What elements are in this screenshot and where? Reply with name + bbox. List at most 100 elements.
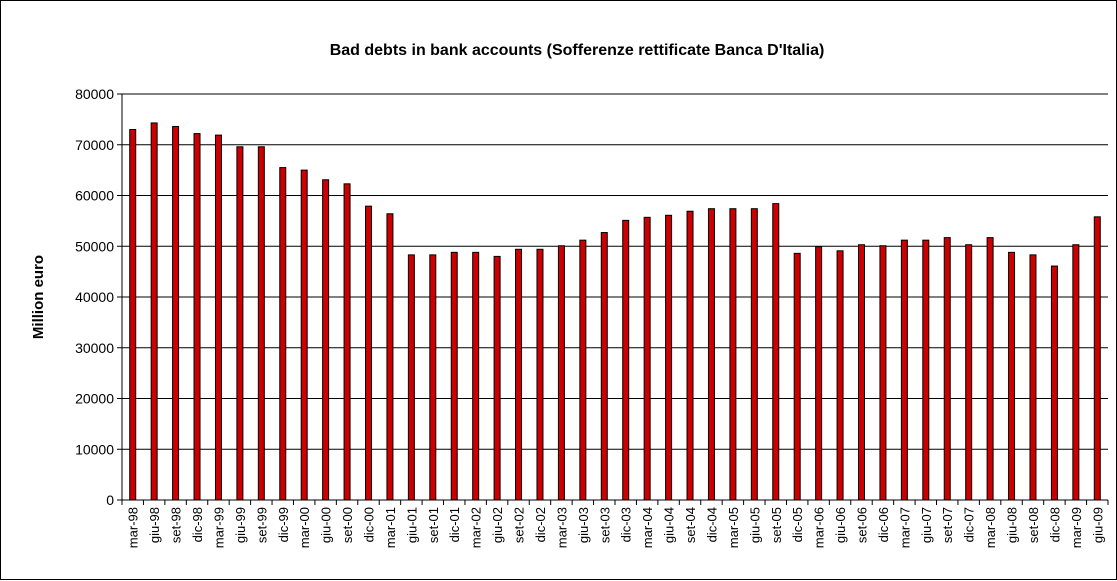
bar-set-00 bbox=[343, 183, 351, 501]
x-tick-label: mar-98 bbox=[126, 507, 141, 548]
bar-dic-03 bbox=[622, 219, 630, 501]
bar-dic-08 bbox=[1050, 265, 1058, 501]
x-tick-label: giu-08 bbox=[1005, 507, 1020, 543]
x-tick-label: set-00 bbox=[340, 507, 355, 543]
x-tick-label: dic-98 bbox=[190, 507, 205, 542]
bar-dic-01 bbox=[450, 251, 458, 501]
x-tick-label: dic-00 bbox=[362, 507, 377, 542]
x-tick-label: mar-01 bbox=[383, 507, 398, 548]
x-tick-label: dic-99 bbox=[276, 507, 291, 542]
bar-set-98 bbox=[172, 125, 180, 501]
bar-set-05 bbox=[772, 203, 780, 501]
y-tick-label: 10000 bbox=[75, 441, 114, 457]
bar-mar-02 bbox=[472, 251, 480, 501]
gridlines bbox=[122, 93, 1108, 450]
y-tick-labels: 0 10000 20000 30000 40000 50000 60000 70000 8000… bbox=[75, 86, 114, 508]
chart-title: Bad debts in bank accounts (Sofferenze r… bbox=[330, 42, 825, 59]
x-tick-label: giu-00 bbox=[319, 507, 334, 543]
bar-dic-07 bbox=[965, 244, 973, 501]
x-tick-label: giu-09 bbox=[1090, 507, 1105, 543]
bars bbox=[129, 122, 1101, 501]
x-tick-label: set-08 bbox=[1026, 507, 1041, 543]
bar-giu-01 bbox=[407, 254, 415, 501]
bar-giu-07 bbox=[922, 239, 930, 501]
x-tick-label: giu-99 bbox=[233, 507, 248, 543]
bar-mar-05 bbox=[729, 208, 737, 501]
bar-dic-02 bbox=[536, 248, 544, 501]
x-tick-label: giu-98 bbox=[147, 507, 162, 543]
bar-dic-99 bbox=[279, 167, 287, 501]
x-tick-label: mar-08 bbox=[983, 507, 998, 548]
x-tick-label: dic-03 bbox=[619, 507, 634, 542]
x-tick-label: mar-00 bbox=[297, 507, 312, 548]
x-tick-label: dic-05 bbox=[790, 507, 805, 542]
bar-mar-00 bbox=[300, 169, 308, 501]
x-tick-label: set-98 bbox=[169, 507, 184, 543]
bar-giu-03 bbox=[579, 239, 587, 501]
bar-dic-98 bbox=[193, 133, 201, 501]
bar-set-99 bbox=[257, 146, 265, 501]
y-tick-label: 20000 bbox=[75, 391, 114, 407]
bar-set-07 bbox=[943, 237, 951, 501]
y-tick-label: 80000 bbox=[75, 86, 114, 102]
x-tick-label: giu-05 bbox=[747, 507, 762, 543]
x-tick-label: set-06 bbox=[855, 507, 870, 543]
bar-giu-04 bbox=[665, 214, 673, 501]
x-tick-label: giu-07 bbox=[919, 507, 934, 543]
x-tick-labels: mar-98 giu-98 set-98 dic-98 mar-99 giu-99 set-… bbox=[126, 507, 1106, 548]
bar-mar-01 bbox=[386, 213, 394, 501]
y-tick-label: 40000 bbox=[75, 289, 114, 305]
axes bbox=[117, 93, 1109, 505]
y-tick-label: 0 bbox=[106, 492, 114, 508]
x-tick-label: dic-08 bbox=[1047, 507, 1062, 542]
bar-giu-05 bbox=[750, 208, 758, 501]
bar-mar-09 bbox=[1072, 244, 1080, 501]
x-tick-label: mar-06 bbox=[812, 507, 827, 548]
bar-mar-04 bbox=[643, 216, 651, 501]
bar-mar-99 bbox=[214, 134, 222, 501]
bar-giu-98 bbox=[150, 122, 158, 501]
bar-mar-07 bbox=[900, 239, 908, 501]
x-tick-label: dic-02 bbox=[533, 507, 548, 542]
bar-mar-98 bbox=[129, 129, 137, 501]
bar-set-01 bbox=[429, 254, 437, 501]
x-tick-label: giu-01 bbox=[404, 507, 419, 543]
x-tick-label: giu-03 bbox=[576, 507, 591, 543]
x-tick-label: set-07 bbox=[940, 507, 955, 543]
x-tick-label: giu-02 bbox=[490, 507, 505, 543]
x-tick-label: mar-05 bbox=[726, 507, 741, 548]
x-tick-label: set-04 bbox=[683, 507, 698, 543]
bar-set-04 bbox=[686, 210, 694, 501]
bar-set-08 bbox=[1029, 254, 1037, 501]
y-tick-label: 50000 bbox=[75, 238, 114, 254]
y-tick-label: 60000 bbox=[75, 188, 114, 204]
x-tick-label: giu-06 bbox=[833, 507, 848, 543]
x-tick-label: set-99 bbox=[254, 507, 269, 543]
y-tick-label: 70000 bbox=[75, 137, 114, 153]
x-tick-label: mar-04 bbox=[640, 507, 655, 548]
x-tick-label: set-02 bbox=[512, 507, 527, 543]
bar-set-03 bbox=[600, 232, 608, 501]
bar-giu-08 bbox=[1008, 251, 1016, 501]
y-tick-label: 30000 bbox=[75, 340, 114, 356]
bar-set-06 bbox=[858, 244, 865, 501]
bar-giu-99 bbox=[236, 146, 244, 501]
bar-mar-08 bbox=[986, 237, 994, 501]
x-tick-label: set-05 bbox=[769, 507, 784, 543]
bar-giu-00 bbox=[322, 179, 330, 501]
x-tick-label: giu-04 bbox=[662, 507, 677, 543]
bar-dic-06 bbox=[879, 245, 887, 501]
x-tick-label: mar-07 bbox=[897, 507, 912, 548]
bar-mar-06 bbox=[815, 246, 823, 501]
x-tick-label: dic-06 bbox=[876, 507, 891, 542]
bar-giu-06 bbox=[836, 250, 844, 501]
bar-giu-02 bbox=[493, 255, 501, 501]
bar-dic-05 bbox=[793, 252, 801, 501]
x-tick-label: dic-07 bbox=[962, 507, 977, 542]
x-tick-label: set-03 bbox=[597, 507, 612, 543]
bar-mar-03 bbox=[557, 245, 565, 501]
bar-dic-00 bbox=[365, 205, 372, 501]
x-tick-label: set-01 bbox=[426, 507, 441, 543]
